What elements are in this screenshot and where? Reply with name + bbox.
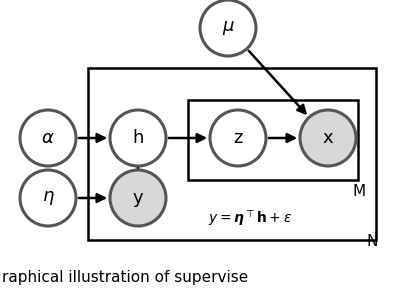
Text: z: z bbox=[233, 129, 243, 147]
Bar bbox=[88, 68, 376, 240]
Ellipse shape bbox=[20, 170, 76, 226]
Text: $\eta$: $\eta$ bbox=[42, 189, 55, 207]
Text: $y = \boldsymbol{\eta}^{\top}\mathbf{h} + \epsilon$: $y = \boldsymbol{\eta}^{\top}\mathbf{h} … bbox=[208, 208, 292, 228]
Text: M: M bbox=[352, 184, 365, 199]
Ellipse shape bbox=[300, 110, 356, 166]
Text: x: x bbox=[323, 129, 333, 147]
Ellipse shape bbox=[210, 110, 266, 166]
Ellipse shape bbox=[110, 170, 166, 226]
Text: $\mu$: $\mu$ bbox=[222, 19, 234, 37]
Ellipse shape bbox=[110, 110, 166, 166]
Text: raphical illustration of supervise: raphical illustration of supervise bbox=[2, 270, 248, 285]
Text: $\alpha$: $\alpha$ bbox=[41, 129, 55, 147]
Text: N: N bbox=[366, 234, 377, 249]
Ellipse shape bbox=[200, 0, 256, 56]
Text: h: h bbox=[132, 129, 144, 147]
Text: y: y bbox=[133, 189, 143, 207]
Bar bbox=[188, 100, 358, 180]
Ellipse shape bbox=[20, 110, 76, 166]
